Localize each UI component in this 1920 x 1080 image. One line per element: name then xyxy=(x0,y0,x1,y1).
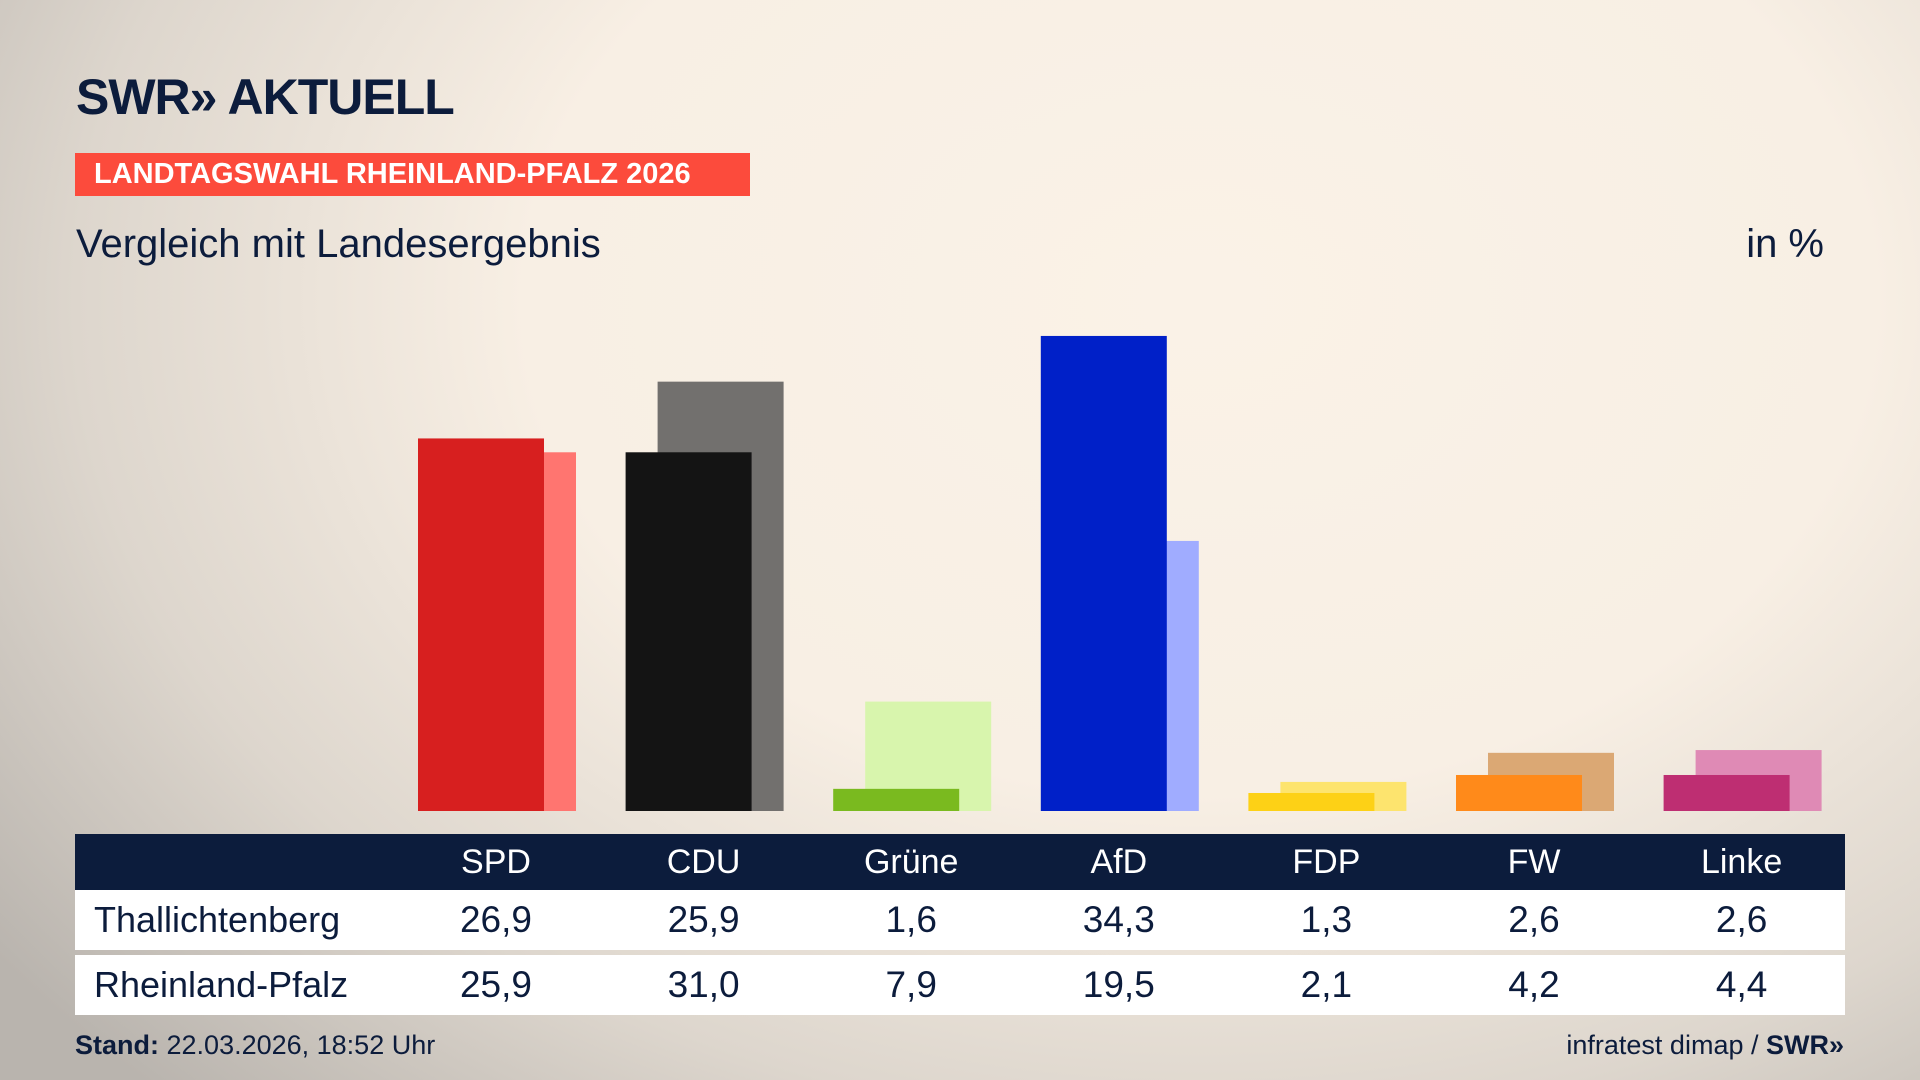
party-label: FDP xyxy=(1292,843,1361,881)
bar-chart xyxy=(418,335,1822,811)
party-label: Grüne xyxy=(863,843,959,881)
source: infratest dimap / SWR» xyxy=(1566,1030,1844,1061)
bar-local-afd xyxy=(1040,335,1167,811)
value-cell: 34,3 xyxy=(1082,899,1155,940)
swr-logo: SWR» xyxy=(1765,1030,1844,1060)
unit-label: in % xyxy=(1746,222,1824,266)
party-label: SPD xyxy=(461,843,531,881)
value-cell: 1,3 xyxy=(1300,899,1353,940)
value-cell: 2,6 xyxy=(1715,899,1768,940)
value-cell: 4,2 xyxy=(1508,964,1560,1005)
stand-label: Stand: xyxy=(75,1030,159,1060)
election-tag: LANDTAGSWAHL RHEINLAND-PFALZ 2026 xyxy=(75,153,750,196)
value-cell: 31,0 xyxy=(667,964,740,1005)
swr-aktuell-logo: SWR» AKTUELL xyxy=(76,69,455,125)
stand-value: 22.03.2026, 18:52 Uhr xyxy=(166,1030,436,1060)
bar-local-linke xyxy=(1663,774,1790,811)
value-cell: 7,9 xyxy=(885,964,937,1005)
value-cell: 25,9 xyxy=(459,964,532,1005)
bar-local-grüne xyxy=(833,788,960,811)
row-label: Thallichtenberg xyxy=(94,899,341,940)
party-label: CDU xyxy=(666,843,741,881)
value-cell: 1,6 xyxy=(885,899,937,940)
row-label: Rheinland-Pfalz xyxy=(94,964,349,1005)
value-cell: 25,9 xyxy=(667,899,740,940)
bar-local-cdu xyxy=(625,452,752,811)
value-cell: 2,6 xyxy=(1508,899,1560,940)
bar-local-fw xyxy=(1456,774,1582,811)
table-row-local: Thallichtenberg 26,9 25,9 1,6 34,3 1,3 2,6 2,6 xyxy=(75,890,1845,950)
bar-local-fdp xyxy=(1248,792,1375,811)
value-cell: 4,4 xyxy=(1715,964,1768,1005)
value-cell: 19,5 xyxy=(1082,964,1155,1005)
source-text: infratest dimap / xyxy=(1566,1030,1766,1060)
chart-subtitle: Vergleich mit Landesergebnis xyxy=(76,222,601,266)
value-cell: 2,1 xyxy=(1300,964,1353,1005)
party-label: AfD xyxy=(1090,843,1148,881)
party-label: Linke xyxy=(1700,843,1783,881)
party-label: FW xyxy=(1507,843,1561,881)
value-cell: 26,9 xyxy=(459,899,532,940)
table-row-state: Rheinland-Pfalz 25,9 31,0 7,9 19,5 2,1 4,2 4,4 xyxy=(75,955,1845,1015)
bar-local-spd xyxy=(418,438,544,811)
timestamp: Stand: 22.03.2026, 18:52 Uhr xyxy=(75,1030,435,1061)
party-header-band: SPD CDU Grüne AfD FDP FW Linke xyxy=(75,834,1845,890)
